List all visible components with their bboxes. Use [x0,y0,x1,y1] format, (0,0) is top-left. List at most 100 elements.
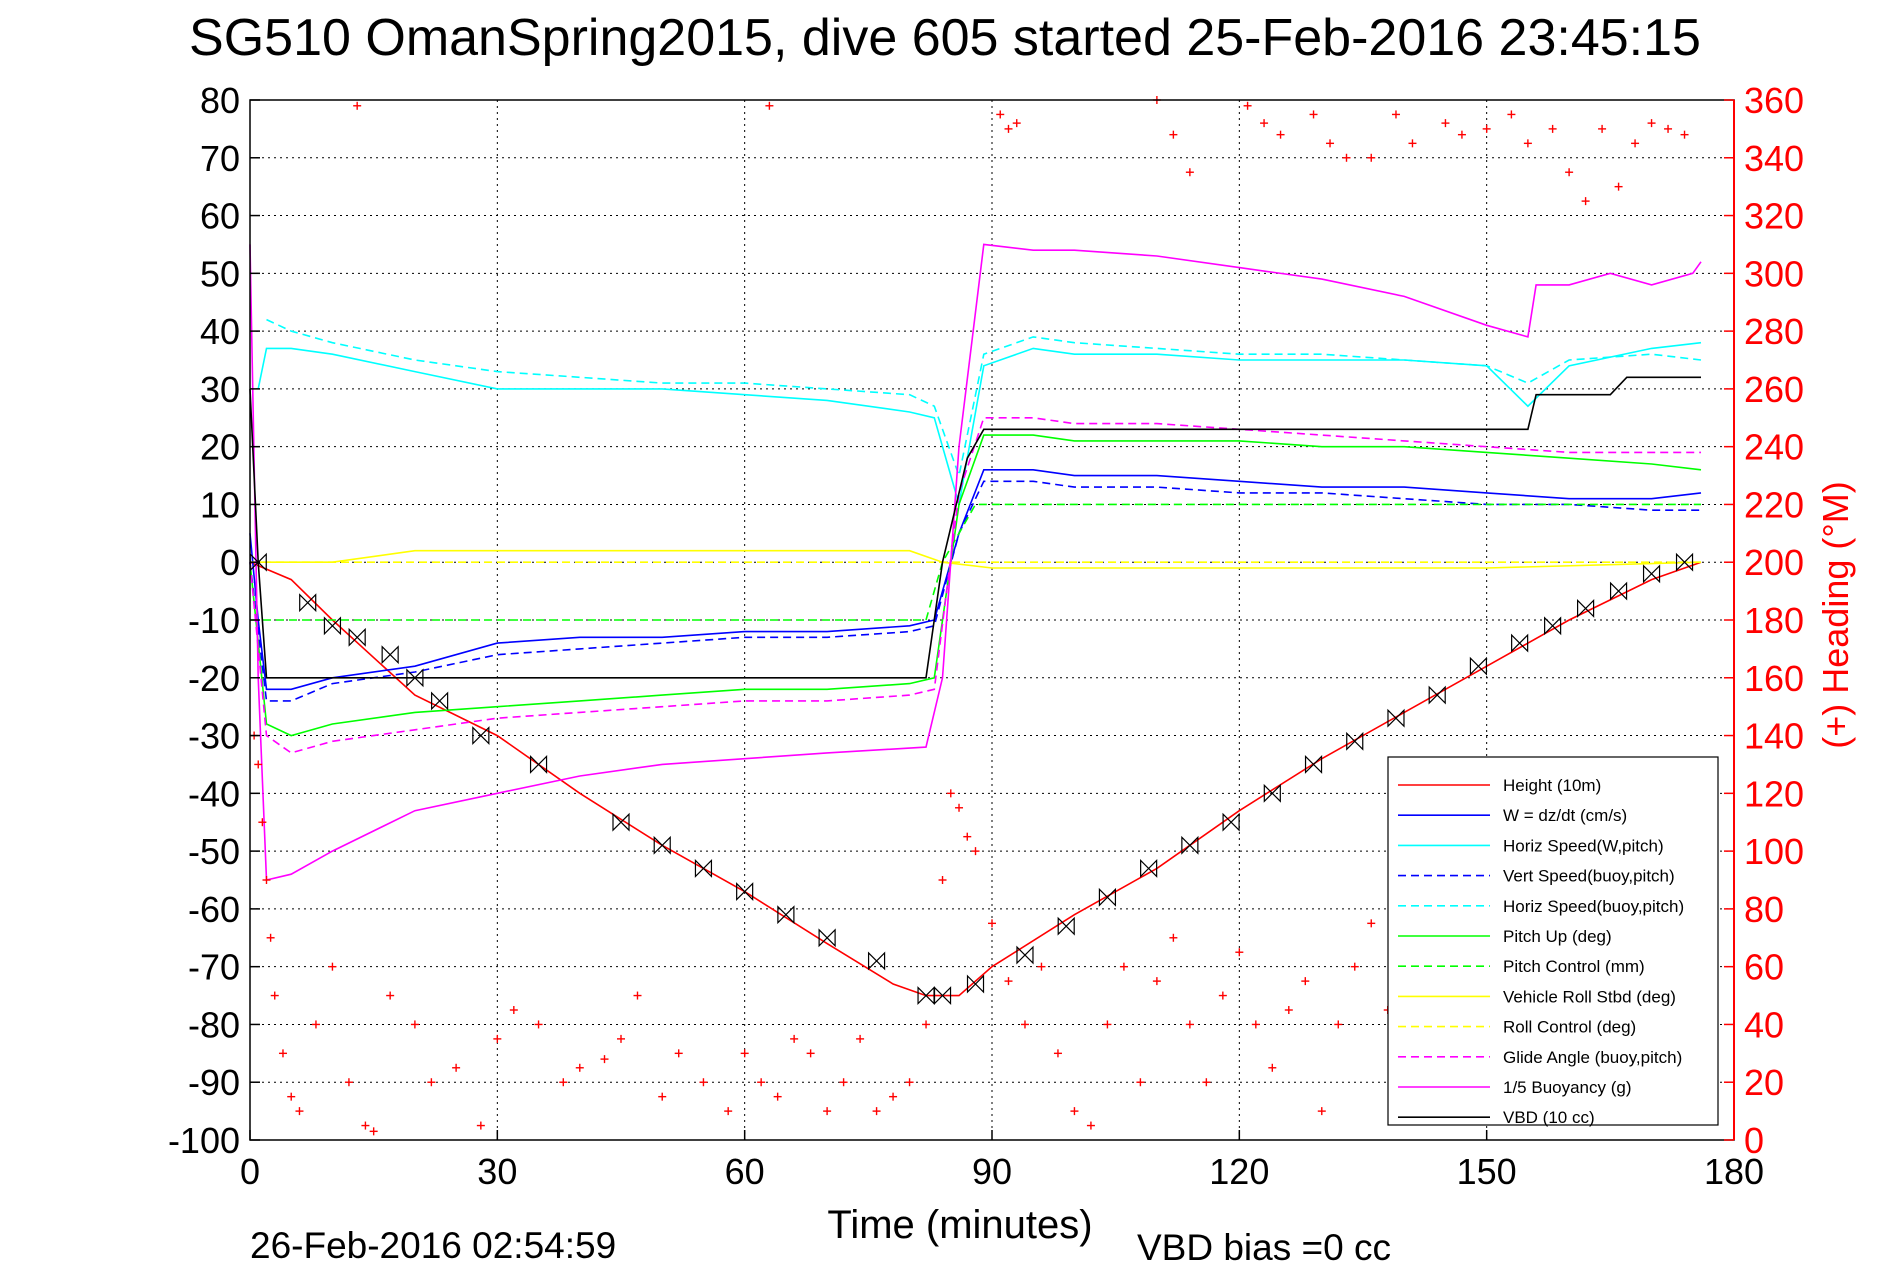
heading-marker [1004,977,1013,986]
height-marker [1577,598,1595,618]
x-tick-label: 60 [725,1151,765,1192]
heading-marker [575,1063,584,1072]
heading-marker [806,1049,815,1058]
height-marker [966,974,985,994]
series-line-glide-dashed [249,416,1701,754]
height-marker [1428,685,1446,705]
height-marker [1387,708,1405,728]
heading-marker [905,1078,914,1087]
legend-label: Horiz Speed(buoy,pitch) [1503,897,1684,916]
heading-marker [493,1034,502,1043]
height-marker [1181,835,1199,855]
heading-marker [872,1107,881,1116]
heading-marker [1664,124,1673,133]
heading-marker [1152,977,1161,986]
heading-marker [1276,130,1285,139]
y2-tick-label: 160 [1744,658,1804,699]
x-tick-label: 30 [477,1151,517,1192]
heading-marker [410,1020,419,1029]
heading-marker [1103,1020,1112,1029]
heading-marker [1251,1020,1260,1029]
height-marker [1675,552,1694,572]
heading-marker [344,1078,353,1087]
heading-marker [1235,948,1244,957]
series-line-buoy [249,243,1702,882]
heading-marker [311,1020,320,1029]
height-marker [406,668,424,688]
legend-label: Pitch Up (deg) [1503,927,1612,946]
y-tick-label: 10 [200,484,240,525]
heading-marker [1185,1020,1194,1029]
heading-marker [963,832,972,841]
heading-marker [971,847,980,856]
heading-marker [790,1034,799,1043]
heading-marker [328,962,337,971]
heading-marker [1326,139,1335,148]
series-line-horiz-dashed [266,318,1702,479]
height-marker [1642,564,1661,584]
heading-marker [295,1107,304,1116]
heading-marker [1598,124,1607,133]
heading-marker [1037,962,1046,971]
legend-label: Vehicle Roll Stbd (deg) [1503,987,1676,1006]
heading-marker [617,1034,625,1043]
heading-marker [1012,119,1021,128]
heading-marker [1482,124,1491,133]
y2-tick-label: 100 [1744,831,1804,872]
y-tick-label: -20 [188,658,240,699]
heading-marker [773,1092,782,1101]
legend-box [1387,756,1719,1126]
heading-marker [1565,168,1574,177]
heading-marker [266,933,275,942]
heading-marker [1119,962,1128,971]
legend-label: VBD (10 cc) [1503,1108,1595,1127]
footer-timestamp: 26-Feb-2016 02:54:59 [250,1225,616,1262]
heading-marker [353,101,362,110]
x-tick-label: 0 [240,1151,260,1192]
height-marker [933,986,952,1006]
height-marker [529,754,548,774]
heading-marker [1408,139,1417,148]
heading-marker [757,1078,766,1087]
series-line-roll [250,549,1702,569]
legend-label: Roll Control (deg) [1503,1018,1636,1037]
y-tick-label: 70 [200,138,240,179]
y2-tick-label: 200 [1744,542,1804,583]
heading-marker [1260,119,1269,128]
heading-marker [600,1055,609,1064]
legend-label: Height (10m) [1503,776,1601,795]
heading-marker [1614,182,1623,191]
y2-tick-label: 280 [1744,311,1804,352]
height-marker [1544,616,1562,636]
heading-marker [270,991,279,1000]
y2-tick-label: 80 [1744,889,1784,930]
legend-label: Glide Angle (buoy,pitch) [1503,1048,1682,1067]
y2-tick-label: 60 [1744,947,1784,988]
y-tick-label: 50 [200,253,240,294]
heading-marker [1367,153,1376,162]
height-marker [1057,916,1075,936]
heading-marker [1523,139,1532,148]
heading-marker [427,1078,436,1087]
series-line-vbd [249,376,1701,679]
heading-marker [988,919,996,928]
legend-label: W = dz/dt (cm/s) [1503,806,1627,825]
height-marker [867,951,886,971]
y2-tick-label: 180 [1744,600,1804,641]
y-tick-label: -80 [188,1004,240,1045]
heading-marker [1218,991,1227,1000]
heading-marker [278,1049,287,1058]
y2-tick-label: 220 [1744,484,1804,525]
heading-marker [452,1063,461,1072]
heading-marker [361,1121,370,1130]
y2-tick-label: 120 [1744,773,1804,814]
height-marker [694,858,713,878]
chart-title: SG510 OmanSpring2015, dive 605 started 2… [189,9,1701,67]
heading-marker [856,1034,865,1043]
heading-marker [1004,124,1013,133]
heading-marker [1136,1078,1145,1087]
heading-marker [922,1020,931,1029]
height-marker [1304,754,1323,774]
height-marker [381,645,399,665]
heading-marker [1309,110,1318,119]
